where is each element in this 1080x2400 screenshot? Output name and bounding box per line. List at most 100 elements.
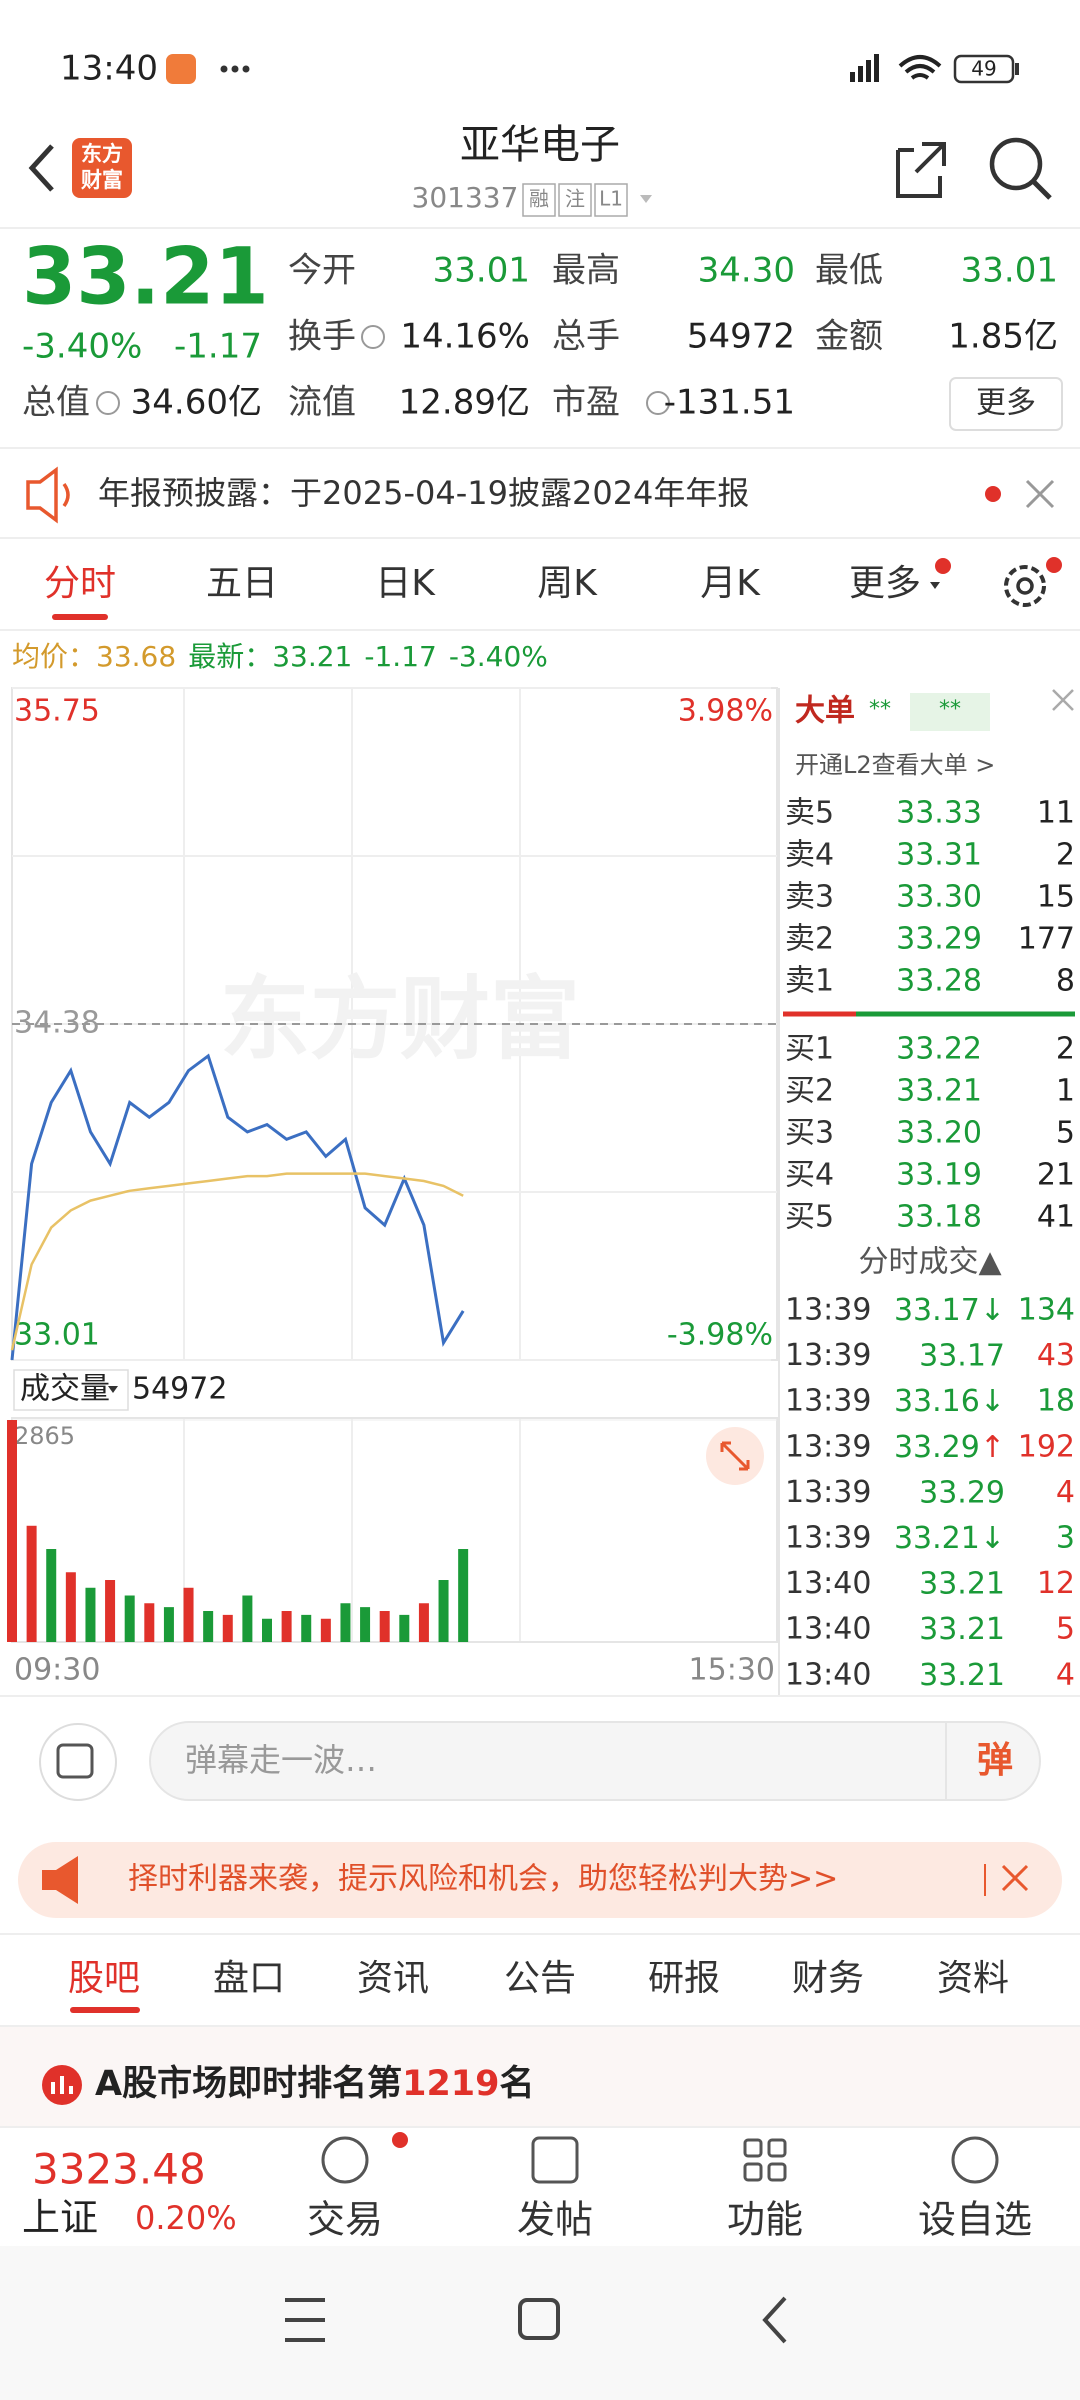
tag-box xyxy=(522,183,556,217)
info-icon[interactable] xyxy=(646,391,670,415)
function-icon[interactable] xyxy=(743,2138,787,2182)
big-order-mark: ** xyxy=(939,697,961,722)
notice-dot xyxy=(985,486,1001,502)
notice-icon-wave xyxy=(62,482,70,508)
bottom-tab[interactable]: 发帖 xyxy=(517,2198,593,2242)
trade-volume: 5 xyxy=(1056,1612,1075,1647)
trade-time: 13:39 xyxy=(785,1338,871,1373)
chart-tab[interactable]: 周K xyxy=(537,563,598,604)
l2-link[interactable]: 开通L2查看大单 > xyxy=(795,751,995,779)
bottom-tab[interactable]: 设自选 xyxy=(918,2198,1032,2242)
share-button[interactable] xyxy=(896,142,946,198)
info-item: 33.21 xyxy=(272,640,352,673)
chart-tab[interactable]: 分时 xyxy=(44,563,116,604)
field-value: 54972 xyxy=(687,317,795,357)
info-icon[interactable] xyxy=(96,391,120,415)
danmaku-button[interactable]: 弹 xyxy=(977,1740,1013,1781)
level-label: 卖1 xyxy=(785,964,834,999)
trade-volume: 18 xyxy=(1037,1384,1075,1419)
trade-time: 13:39 xyxy=(785,1293,871,1328)
level-price: 33.33 xyxy=(896,796,982,831)
tab-dropdown[interactable] xyxy=(930,582,940,589)
section-tab[interactable]: 公告 xyxy=(504,1958,576,1999)
watchlist-icon[interactable] xyxy=(951,2136,999,2184)
nav-home[interactable] xyxy=(518,2298,560,2340)
notice-close[interactable] xyxy=(1025,479,1055,509)
trades-title[interactable]: 分时成交▲ xyxy=(858,1245,1001,1280)
more-button[interactable] xyxy=(949,377,1063,431)
volume-bar xyxy=(85,1587,96,1642)
search-button[interactable] xyxy=(989,137,1043,191)
level-label: 买1 xyxy=(785,1032,834,1067)
section-tab[interactable]: 研报 xyxy=(648,1958,720,1999)
trade-direction: ↑ xyxy=(980,1429,1005,1464)
code-dropdown[interactable] xyxy=(640,195,652,203)
chart-tab[interactable]: 更多 xyxy=(849,563,921,604)
banner-text[interactable]: 择时利器来袭，提示风险和机会，助您轻松判大势>> xyxy=(128,1862,838,1897)
trade-volume: 4 xyxy=(1056,1657,1075,1692)
rank-line[interactable]: A股市场即时排名第1219名 xyxy=(95,2064,535,2104)
logo xyxy=(72,138,132,198)
volume-selector[interactable] xyxy=(13,1369,129,1411)
section-tab[interactable]: 股吧 xyxy=(68,1958,140,1999)
level-price: 33.30 xyxy=(896,880,982,915)
settings-button[interactable] xyxy=(1004,565,1046,607)
big-order-close[interactable] xyxy=(1052,689,1074,711)
rank-suffix: 名 xyxy=(500,2064,535,2104)
volume-bar xyxy=(320,1618,331,1642)
info-icon[interactable] xyxy=(361,325,385,349)
trade-time: 13:39 xyxy=(785,1429,871,1464)
rank-number: 1219 xyxy=(402,2064,499,2104)
level-volume: 15 xyxy=(1037,880,1075,915)
nav-back[interactable] xyxy=(762,2296,787,2344)
volume-total: 54972 xyxy=(132,1372,227,1407)
bottom-tab[interactable]: 功能 xyxy=(727,2198,803,2242)
info-item: 33.68 xyxy=(96,640,176,673)
field-value: 14.16% xyxy=(400,317,530,357)
more-label[interactable]: 更多 xyxy=(976,386,1036,421)
trade-icon[interactable] xyxy=(321,2136,369,2184)
field-label: 总手 xyxy=(552,317,620,357)
chart-tab[interactable]: 五日 xyxy=(206,563,278,604)
section-tab[interactable]: 盘口 xyxy=(213,1958,285,1999)
field-label: 最高 xyxy=(552,251,620,291)
chart-tab[interactable]: 月K xyxy=(700,563,761,604)
index-change: 0.20% xyxy=(135,2199,237,2237)
level-volume: 2 xyxy=(1056,838,1075,873)
level-label: 买3 xyxy=(785,1116,834,1151)
nav-menu[interactable] xyxy=(285,2298,325,2342)
section-tab[interactable]: 资讯 xyxy=(357,1958,429,1999)
rank-icon-bars xyxy=(51,2076,73,2094)
badge-dot xyxy=(392,2132,408,2148)
section-tab[interactable]: 财务 xyxy=(792,1958,864,1999)
trade-volume: 12 xyxy=(1037,1566,1075,1601)
volume-bar xyxy=(65,1572,76,1642)
back-button[interactable] xyxy=(28,144,54,192)
x-axis-label: 09:30 xyxy=(14,1653,100,1688)
chart-tab[interactable]: 日K xyxy=(375,563,436,604)
big-order-mark: ** xyxy=(869,697,891,722)
danmaku-icon xyxy=(56,1743,94,1779)
section-tab[interactable]: 资料 xyxy=(937,1958,1009,1999)
index-value[interactable]: 3323.48 xyxy=(32,2145,206,2194)
price-line xyxy=(10,1053,465,1361)
big-order-mask xyxy=(910,693,990,731)
notice-icon xyxy=(26,466,58,524)
field-value: 34.30 xyxy=(698,251,795,291)
danmaku-toggle[interactable] xyxy=(39,1723,117,1801)
y-tick-label: 35.75 xyxy=(14,694,100,729)
trade-price: 33.21 xyxy=(919,1566,1005,1601)
danmaku-input[interactable] xyxy=(149,1721,1041,1801)
notice-text[interactable]: 年报预披露：于2025-04-19披露2024年年报 xyxy=(98,474,749,512)
promo-banner[interactable] xyxy=(18,1842,1062,1918)
level-price: 33.31 xyxy=(896,838,982,873)
trade-volume: 4 xyxy=(1056,1475,1075,1510)
danmaku-placeholder[interactable]: 弹幕走一波… xyxy=(185,1741,377,1779)
post-icon[interactable] xyxy=(531,2136,579,2184)
tag-box xyxy=(558,183,592,217)
volume-bar xyxy=(399,1614,410,1642)
banner-close[interactable] xyxy=(1001,1864,1029,1892)
bottom-tab[interactable]: 交易 xyxy=(307,2198,383,2242)
field-label: 最低 xyxy=(815,251,883,291)
volume-bar xyxy=(262,1618,272,1642)
